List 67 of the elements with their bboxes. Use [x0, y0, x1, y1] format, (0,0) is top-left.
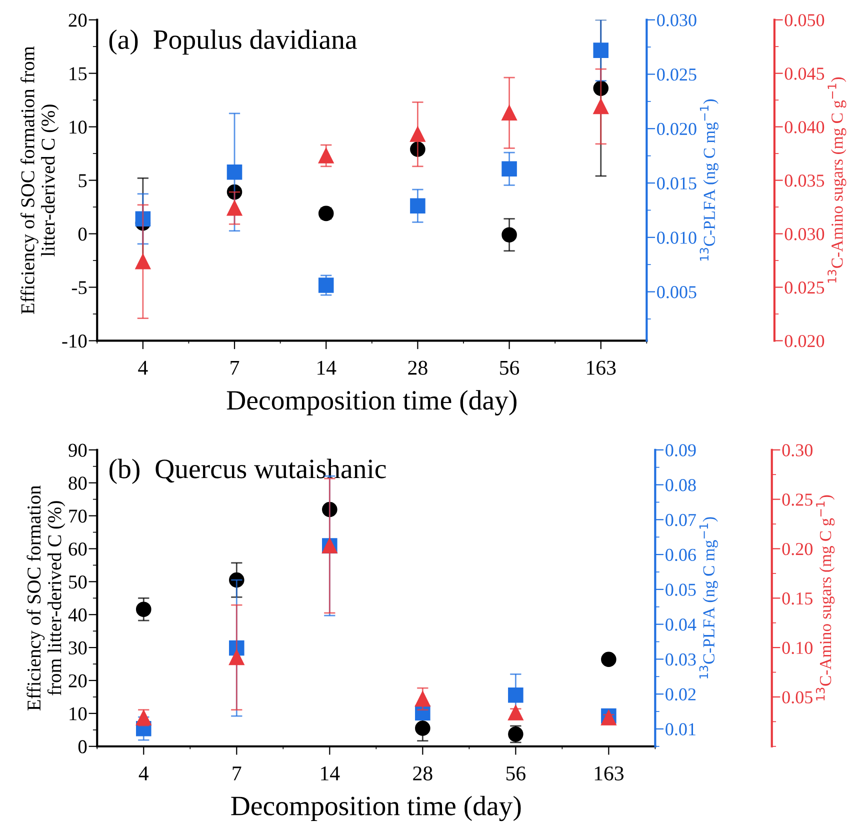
y-tick-label: 5 [78, 174, 87, 188]
x-tick-label: 7 [232, 766, 242, 780]
x-axis-title: Decomposition time (day) [231, 796, 521, 822]
y2-tick-label: 0.07 [666, 514, 696, 526]
x-tick-label: 56 [500, 360, 520, 375]
y2-tick-label: 0.015 [657, 177, 696, 190]
y3-tick-label: 0.025 [784, 282, 824, 294]
y-axis-title: Efficiency of SOC formation from litter-derived C (%) [26, 485, 66, 711]
x-tick-label: 28 [408, 360, 428, 375]
y2-axis-title: $^{13}$C-PLFA (ng C mg$^{−1}$) [699, 517, 718, 678]
y-axis-title: Efficiency of SOC formation from litter-derived C (%) [20, 46, 59, 314]
y-tick-label: 20 [68, 14, 87, 27]
y3-tick-label: 0.045 [784, 68, 824, 80]
y3-tick-label: 0.035 [784, 174, 824, 187]
y-tick-label: 0 [78, 228, 87, 241]
y-tick-label: 10 [70, 707, 87, 720]
y3-tick-label: 0.040 [784, 121, 824, 134]
x-axis-title: Decomposition time (day) [226, 390, 516, 416]
y2-tick-label: 0.005 [657, 286, 696, 298]
y2-tick-label: 0.01 [666, 723, 696, 736]
y3-tick-label: 0.05 [782, 691, 812, 704]
y2-tick-label: 0.09 [666, 444, 696, 456]
x-tick-label: 56 [506, 766, 526, 780]
y2-tick-label: 0.025 [657, 68, 696, 81]
x-tick-label: 7 [230, 360, 240, 375]
x-tick-label: 4 [138, 766, 149, 780]
y-tick-label: -10 [62, 334, 87, 348]
y3-tick-label: 0.020 [784, 334, 824, 348]
x-tick-label: 163 [594, 766, 624, 780]
y-tick-label: 90 [68, 444, 87, 457]
x-tick-label: 14 [321, 766, 340, 780]
y3-tick-label: 0.20 [782, 542, 812, 556]
y-tick-label: 20 [68, 674, 87, 688]
chart-title: (b) Quercus wutaishanic [110, 458, 386, 484]
y-tick-label: 30 [68, 641, 87, 654]
y-tick-label: 70 [69, 510, 87, 523]
y-tick-label: -5 [72, 281, 87, 294]
x-tick-label: 28 [413, 766, 432, 780]
y-tick-label: 60 [68, 542, 87, 556]
x-tick-label: 4 [138, 360, 148, 375]
y2-tick-label: 0.06 [666, 548, 696, 562]
y2-tick-label: 0.030 [657, 14, 696, 26]
y3-tick-label: 0.30 [782, 444, 812, 456]
y-tick-label: 15 [70, 67, 87, 80]
y-tick-label: 40 [68, 608, 87, 622]
y2-tick-label: 0.02 [666, 688, 696, 701]
y-tick-label: 0 [78, 740, 87, 754]
y3-tick-label: 0.15 [782, 592, 812, 605]
y3-tick-label: 0.050 [784, 14, 824, 26]
y-tick-label: 80 [68, 476, 87, 490]
y3-tick-label: 0.10 [782, 642, 812, 654]
y3-tick-label: 0.030 [784, 228, 824, 240]
y-tick-label: 10 [70, 120, 87, 134]
y3-axis-title: $^{13}$C-Amino sugars (mg C g$^{−1}$) [828, 77, 846, 283]
chart-title: (a) Populus davidiana [109, 29, 357, 55]
y3-axis-title: $^{13}$C-Amino sugars (mg C g$^{−1}$) [816, 495, 835, 700]
y2-tick-label: 0.020 [657, 122, 696, 136]
y3-tick-label: 0.25 [782, 494, 812, 506]
y2-tick-label: 0.05 [666, 584, 696, 596]
x-tick-label: 14 [318, 360, 336, 375]
y2-tick-label: 0.010 [657, 232, 696, 244]
y2-tick-label: 0.04 [666, 618, 696, 631]
y2-tick-label: 0.08 [666, 479, 696, 492]
y-tick-label: 50 [69, 575, 87, 589]
y2-axis-title: $^{13}$C-PLFA (ng C mg$^{−1}$) [700, 99, 718, 261]
x-tick-label: 163 [587, 360, 616, 375]
y2-tick-label: 0.03 [666, 653, 696, 666]
